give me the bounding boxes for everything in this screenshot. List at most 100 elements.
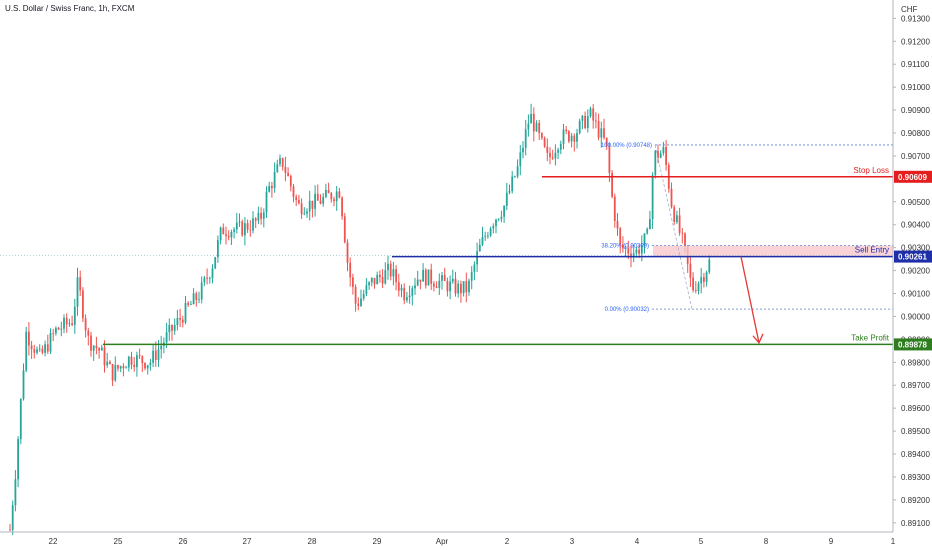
candle-body [106, 361, 109, 366]
candle-body [597, 121, 600, 138]
candle-body [141, 356, 144, 363]
candle-body [468, 280, 470, 293]
candle-body [230, 232, 233, 238]
candle-body [500, 216, 503, 219]
candle-body [462, 281, 465, 294]
candle-body [187, 302, 190, 305]
y-tick-label: 0.89100 [901, 519, 930, 528]
candle-body [414, 285, 416, 289]
candle-body [227, 235, 230, 238]
candle-body [446, 281, 449, 292]
candle-body [154, 350, 157, 360]
candle-body [173, 325, 176, 331]
candle-body [505, 192, 508, 206]
candle-body [14, 479, 17, 506]
candle-body [71, 323, 73, 325]
overlays: 100.00% (0.90748) 38.20% (0.90309) 0.00% (… [0, 143, 893, 346]
candle-body [198, 299, 200, 301]
level-label: Stop Loss [853, 166, 889, 175]
candle-body [9, 529, 11, 531]
candle-body [697, 283, 700, 292]
candle-body [114, 365, 117, 381]
candle-body [692, 277, 694, 291]
candle-body [400, 287, 403, 291]
candle-body [292, 186, 295, 197]
candle-body [543, 137, 546, 147]
sell-arrow-head [752, 333, 764, 345]
candle-body [411, 288, 414, 296]
candle-body [171, 325, 173, 331]
x-tick-label: 27 [243, 537, 252, 546]
candle-body [279, 158, 281, 165]
candle-body [73, 306, 76, 325]
candle-body [694, 290, 697, 291]
fib-level-label: 0.00% (0.90032) [605, 307, 649, 313]
candle-body [184, 302, 187, 323]
y-tick-label: 0.90800 [901, 129, 930, 138]
candle-body [333, 199, 335, 201]
candle-body [98, 348, 100, 351]
level-label: Take Profit [851, 333, 890, 342]
candle-body [422, 269, 424, 282]
candle-body [60, 328, 63, 330]
candle-body [41, 348, 44, 353]
candle-body [254, 218, 257, 221]
candle-body [257, 212, 260, 221]
candle-body [524, 129, 527, 148]
candle-body [532, 113, 535, 132]
candle-body [11, 505, 14, 530]
candle-body [146, 365, 149, 369]
candle-body [109, 361, 111, 364]
candle-body [373, 277, 376, 285]
candle-body [646, 229, 649, 234]
candle-body [306, 211, 308, 214]
candle-body [508, 191, 511, 193]
candle-body [708, 259, 711, 273]
candle-body [478, 244, 481, 252]
candle-body [298, 200, 300, 204]
currency-label: CHF [901, 5, 918, 14]
candle-body [441, 275, 443, 281]
candle-body [241, 221, 244, 236]
candle-body [133, 364, 136, 368]
candle-body [487, 235, 489, 237]
candle-body [95, 345, 98, 349]
candle-body [616, 221, 619, 229]
candle-body [335, 191, 338, 202]
candle-body [22, 370, 25, 399]
candle-body [492, 226, 495, 229]
candle-body [611, 173, 613, 197]
x-tick-label: 29 [373, 537, 382, 546]
candle-body [65, 317, 68, 325]
candle-body [546, 146, 549, 153]
candle-body [592, 108, 595, 121]
candle-body [33, 349, 36, 353]
candle-body [303, 213, 306, 215]
candle-body [130, 356, 133, 365]
candle-body [152, 350, 154, 363]
candle-body [484, 236, 487, 238]
y-tick-label: 0.90400 [901, 221, 930, 230]
candle-body [538, 122, 541, 134]
candle-body [208, 278, 211, 279]
x-tick-label: 3 [570, 537, 575, 546]
candle-body [76, 277, 79, 307]
candle-body [622, 244, 624, 249]
y-tick-label: 0.89700 [901, 381, 930, 390]
candle-body [678, 215, 681, 233]
candle-body [527, 123, 530, 130]
candle-body [638, 249, 640, 254]
candle-body [19, 399, 22, 440]
y-tick-label: 0.89400 [901, 450, 930, 459]
candle-body [522, 147, 524, 153]
y-tick-label: 0.90700 [901, 152, 930, 161]
candle-body [214, 257, 217, 269]
candle-body [295, 196, 298, 201]
candle-body [408, 295, 411, 298]
candle-body [603, 128, 605, 138]
candle-body [271, 185, 273, 189]
candle-body [160, 345, 163, 350]
candle-body [535, 122, 538, 132]
candle-body [605, 137, 608, 147]
